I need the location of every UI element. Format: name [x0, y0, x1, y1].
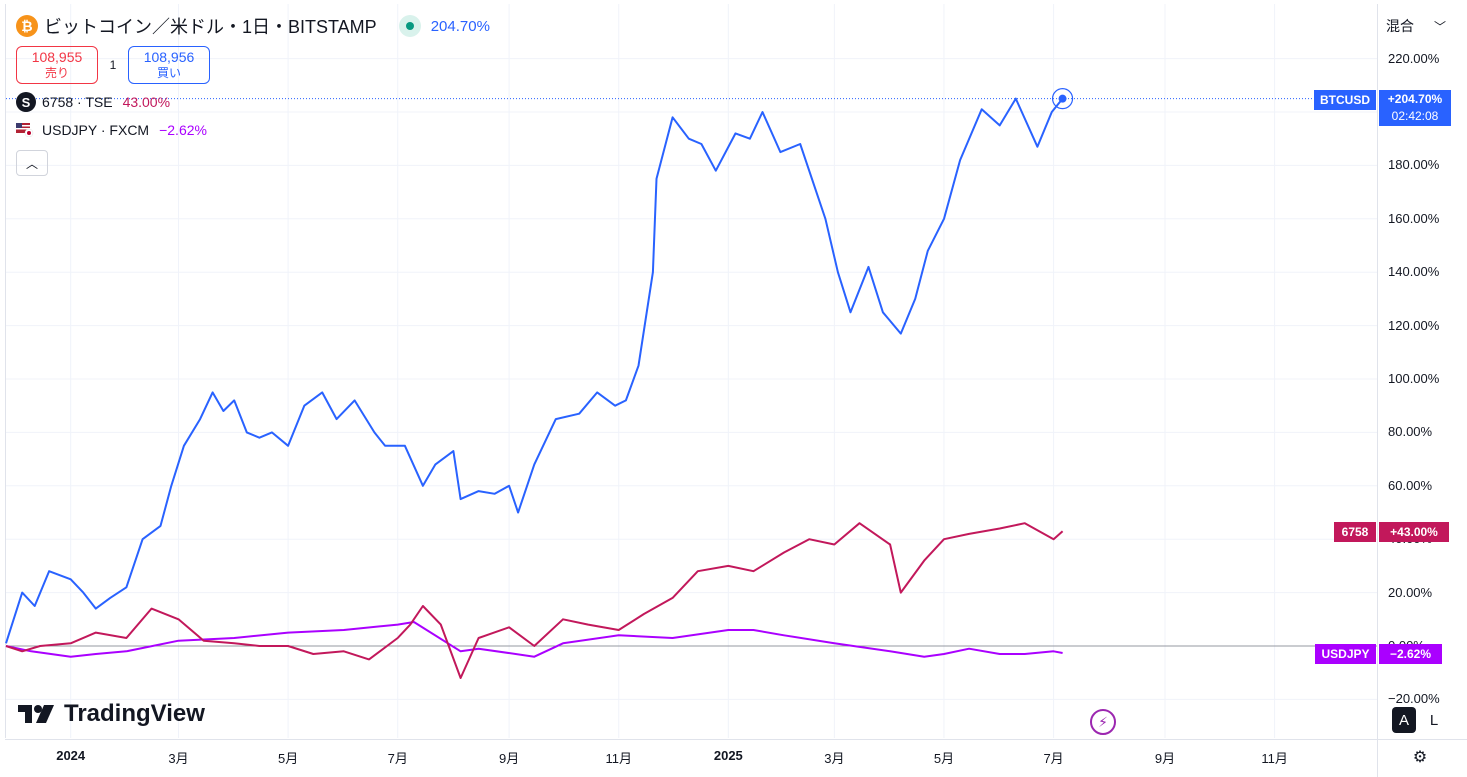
scale-mode-dropdown[interactable]: 混合 ﹀: [1378, 10, 1456, 42]
sell-label: 売り: [44, 66, 69, 80]
btc-last-point: [1058, 94, 1067, 103]
y-tick-label: 180.00%: [1388, 157, 1440, 173]
y-tick-label: 220.00%: [1388, 50, 1440, 66]
series-line-6758[interactable]: [5, 522, 1064, 679]
bitcoin-icon: ₿: [16, 15, 38, 37]
x-tick-label: 3月: [824, 751, 845, 766]
compare-value-sony: 43.00%: [122, 94, 171, 110]
log-scale-button[interactable]: L: [1429, 711, 1439, 729]
buy-price: 108,956: [143, 49, 195, 65]
x-tick-label: 11月: [605, 751, 632, 766]
series-lines: [5, 97, 1064, 679]
x-tick-label: 3月: [168, 751, 189, 766]
us-jp-flag-icon: [16, 123, 34, 137]
chevron-up-icon: ︿: [25, 156, 38, 171]
btc-value: +204.70%: [1387, 92, 1443, 106]
market-status-icon[interactable]: [398, 15, 421, 37]
bid-ask-panel: 108,955 売り 1 108,956 買い: [16, 46, 490, 84]
x-tick-label: 7月: [387, 751, 408, 766]
y-tick-label: 80.00%: [1388, 424, 1433, 440]
baseline-lines: [6, 98, 1377, 647]
usdjpy-value-label: −2.62%: [1379, 644, 1442, 664]
scale-mode-label: 混合: [1386, 18, 1414, 34]
symbol-title: ビットコイン／米ドル・1日・BITSTAMP: [44, 17, 377, 37]
y-tick-label: −20.00%: [1388, 691, 1440, 707]
btc-ticker-label: BTCUSD: [1314, 90, 1376, 110]
x-tick-label: 11月: [1261, 751, 1288, 766]
sell-price: 108,955: [31, 49, 83, 65]
sell-button[interactable]: 108,955 売り: [16, 46, 98, 84]
compare-symbol-usdjpy: USDJPY · FXCM: [42, 122, 150, 138]
buy-button[interactable]: 108,956 買い: [128, 46, 210, 84]
y-tick-label: 100.00%: [1388, 371, 1440, 386]
series-line-usdjpy[interactable]: [5, 621, 1063, 658]
y-tick-label: 160.00%: [1388, 210, 1440, 226]
collapse-legend-button[interactable]: ︿: [16, 150, 48, 176]
brand-name: TradingView: [64, 700, 205, 727]
x-tick-label: 5月: [933, 751, 955, 766]
x-tick-label: 5月: [277, 751, 299, 766]
x-tick-label: 7月: [1043, 751, 1064, 766]
sony-logo-icon: S: [16, 92, 36, 112]
y-tick-label: 20.00%: [1388, 584, 1433, 600]
sony-ticker-label: 6758: [1334, 522, 1376, 542]
y-tick-label: 140.00%: [1388, 264, 1440, 280]
btc-last-point-ring: [1051, 88, 1074, 110]
x-tick-label: 2025: [713, 748, 743, 763]
y-tick-label: 60.00%: [1388, 477, 1433, 493]
legend: ₿ ビットコイン／米ドル・1日・BITSTAMP 204.70% 108,955…: [16, 12, 490, 176]
tradingview-logo[interactable]: TradingView: [18, 700, 205, 728]
y-tick-label: 120.00%: [1388, 317, 1440, 333]
usdjpy-ticker-label: USDJPY: [1315, 644, 1376, 664]
spread-value: 1: [109, 58, 117, 72]
auto-scale-button[interactable]: A: [1392, 707, 1416, 733]
tradingview-logo-icon: [18, 705, 54, 723]
compare-row-sony[interactable]: S 6758 · TSE 43.00%: [16, 90, 490, 114]
x-tick-label: 9月: [1154, 751, 1176, 766]
compare-row-usdjpy[interactable]: USDJPY · FXCM −2.62%: [16, 118, 490, 142]
main-symbol-row[interactable]: ₿ ビットコイン／米ドル・1日・BITSTAMP 204.70%: [16, 12, 490, 40]
sony-value-label: +43.00%: [1379, 522, 1449, 542]
x-tick-label: 2024: [56, 748, 86, 763]
last-point-markers: [1051, 88, 1074, 110]
chevron-down-icon: ﹀: [1433, 20, 1446, 34]
main-change-pct: 204.70%: [430, 17, 490, 35]
btc-value-label: +204.70% 02:42:08: [1379, 90, 1451, 126]
btc-countdown: 02:42:08: [1391, 109, 1439, 123]
buy-label: 買い: [156, 66, 181, 80]
x-tick-label: 9月: [498, 751, 520, 766]
compare-symbol-sony: 6758 · TSE: [42, 94, 113, 110]
lightning-icon[interactable]: ⚡: [1090, 709, 1116, 735]
settings-gear-icon[interactable]: ⚙: [1412, 749, 1428, 766]
series-line-btcusd[interactable]: [5, 97, 1064, 644]
compare-value-usdjpy: −2.62%: [159, 122, 207, 138]
